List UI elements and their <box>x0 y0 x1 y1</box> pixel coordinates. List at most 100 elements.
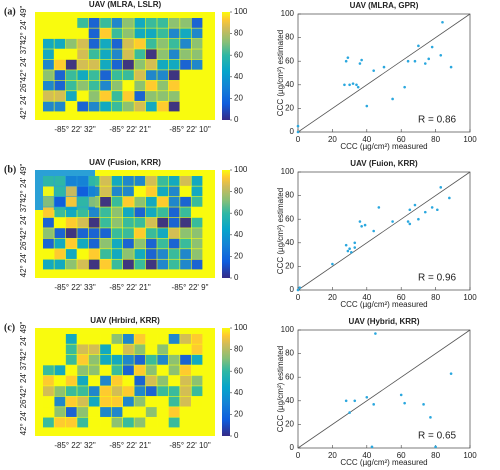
point <box>365 104 369 108</box>
map-cell <box>145 365 157 376</box>
point <box>403 85 406 89</box>
map-cell <box>134 386 146 397</box>
point <box>403 401 406 405</box>
lon-label: -85° 22' 21" <box>109 441 151 450</box>
map-cell <box>157 365 169 376</box>
map-cell <box>54 176 66 186</box>
map-cell <box>54 407 66 417</box>
map-cell <box>145 407 157 417</box>
map-cell <box>88 49 100 60</box>
y-tick-label: 20 <box>285 262 294 271</box>
point <box>346 249 350 253</box>
map-cell <box>180 176 191 186</box>
annotation: R = 0.96 <box>418 273 457 284</box>
map-cell <box>157 101 169 112</box>
map-cell <box>145 59 157 70</box>
lon-label: -85° 22' 33" <box>54 283 96 292</box>
map-cell <box>88 101 100 112</box>
map-cell <box>168 176 180 186</box>
point <box>365 395 369 399</box>
map-cell <box>157 91 169 101</box>
map-image <box>43 18 203 112</box>
map-cell <box>168 249 180 259</box>
map-cell <box>123 228 134 239</box>
map-cell <box>88 238 100 249</box>
y-tick-label: 60 <box>285 214 294 223</box>
x-tick-label: 80 <box>431 451 440 460</box>
point <box>430 45 434 49</box>
map-cell <box>54 207 66 218</box>
map-cell <box>100 28 111 39</box>
map-cell <box>168 354 180 365</box>
map-cell <box>134 91 146 101</box>
map-cell <box>191 365 203 376</box>
map-cell <box>100 217 111 228</box>
map-cell <box>43 249 54 259</box>
point <box>434 445 437 449</box>
point <box>423 210 427 214</box>
point <box>399 393 403 397</box>
map-cell <box>88 59 100 70</box>
map-cell <box>65 354 77 365</box>
one-to-one-line <box>297 13 471 133</box>
map-cell <box>123 18 134 28</box>
map-cell <box>100 354 111 365</box>
map-cell <box>100 386 111 397</box>
map-cell <box>145 196 157 207</box>
point <box>372 403 375 406</box>
point <box>343 83 346 87</box>
y-tick-label: 40 <box>285 396 294 405</box>
y-axis-label: CCC (µg/cm²) estimated <box>276 30 285 116</box>
map-cell <box>145 176 157 186</box>
point <box>377 206 381 209</box>
map-cell <box>180 249 191 259</box>
map-cell <box>65 228 77 239</box>
map-cell <box>168 365 180 376</box>
map-cell <box>88 354 100 365</box>
point <box>439 186 443 189</box>
map-cell <box>145 354 157 365</box>
map-cell <box>77 228 89 239</box>
map-cell <box>77 344 89 355</box>
map-cell <box>111 375 123 386</box>
map-cell <box>180 28 191 39</box>
map-cell <box>180 59 191 70</box>
map-cell <box>157 375 169 386</box>
point <box>417 217 420 221</box>
map-cell <box>100 70 111 81</box>
map-cell <box>123 80 134 91</box>
map-cell <box>77 217 89 228</box>
map-cell <box>54 80 66 91</box>
map-cell <box>100 365 111 376</box>
map-cell <box>43 375 54 386</box>
map-cell <box>134 207 146 218</box>
x-tick-label: 100 <box>463 451 477 460</box>
map-cell <box>145 386 157 397</box>
map-cell <box>54 91 66 101</box>
map-cell <box>123 417 134 428</box>
map-cell <box>168 386 180 397</box>
map-cell <box>123 344 134 355</box>
point <box>355 83 358 87</box>
map-cell <box>191 354 203 365</box>
map-cell <box>43 176 54 186</box>
x-tick-label: 100 <box>463 293 477 302</box>
map-cell <box>191 386 203 397</box>
map-cell <box>145 396 157 407</box>
map-cell <box>88 207 100 218</box>
map-cell <box>43 91 54 101</box>
lat-label: 42° 24' 49" <box>19 321 28 360</box>
map-cell <box>168 28 180 39</box>
map-cell <box>65 344 77 355</box>
map-cell <box>123 49 134 60</box>
map-cell <box>100 80 111 91</box>
map-cell <box>180 334 191 344</box>
map-cell <box>65 386 77 397</box>
map-cell <box>145 217 157 228</box>
map-cell <box>54 238 66 249</box>
x-tick-label: 60 <box>397 451 406 460</box>
y-tick-label: 80 <box>285 33 294 42</box>
map-cell <box>157 70 169 81</box>
map-cell <box>111 334 123 344</box>
map-cell <box>77 49 89 60</box>
